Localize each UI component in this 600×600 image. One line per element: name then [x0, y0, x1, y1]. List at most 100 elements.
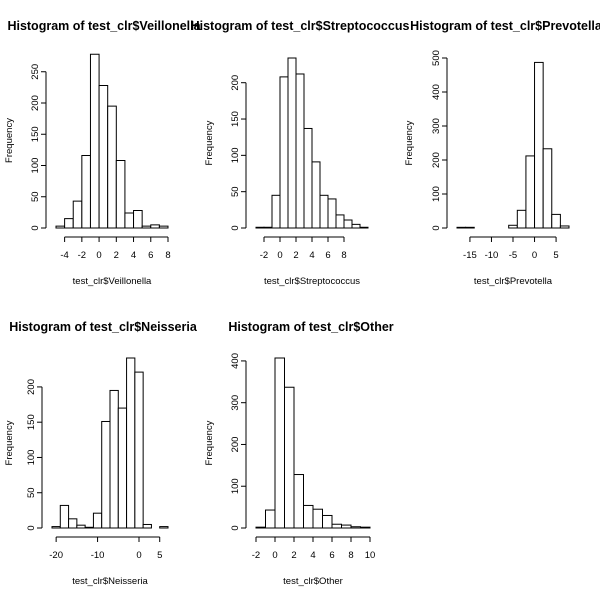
x-tick-label: -5 — [509, 250, 517, 261]
histogram-bar — [115, 160, 126, 229]
histogram-bar — [55, 225, 66, 229]
histogram-bar — [68, 518, 78, 529]
chart-title: Histogram of test_clr$Prevotella — [410, 19, 600, 33]
y-tick-label: 200 — [431, 152, 442, 168]
x-tick-label: 10 — [365, 550, 376, 561]
histogram-panel-4: -20 -10 0 5050100150200test_clr$NeisseriaFr… — [4, 320, 198, 587]
y-tick-label: 100 — [26, 450, 37, 466]
histogram-bar — [319, 194, 329, 229]
histogram-bar — [508, 224, 518, 229]
histogram-bar — [327, 198, 337, 229]
x-tick-label: 0 — [96, 250, 101, 261]
x-tick-label: -20 — [49, 550, 63, 561]
chart-title: Histogram of test_clr$Streptococcus — [191, 19, 410, 33]
histogram-bar — [271, 194, 281, 229]
histogram-bar — [456, 226, 467, 229]
x-tick-label: 4 — [131, 250, 136, 261]
x-tick-label: 2 — [291, 550, 296, 561]
y-tick-label: 400 — [230, 353, 241, 369]
x-tick-label: 8 — [341, 250, 346, 261]
x-tick-label: 6 — [325, 250, 330, 261]
y-axis-label: Frequency — [4, 420, 15, 465]
histogram-panel-5: -2 0 2 4 6 8 100100200300400test_clr$OtherFreq… — [204, 320, 394, 587]
histogram-bar — [343, 219, 353, 229]
x-tick-label: 4 — [309, 250, 314, 261]
histogram-bar — [312, 508, 323, 529]
y-tick-label: 0 — [431, 225, 442, 230]
y-tick-label: 0 — [30, 225, 41, 230]
histogram-bar — [109, 389, 119, 529]
x-tick-label: -2 — [252, 550, 260, 561]
histogram-bar — [107, 105, 117, 229]
x-tick-label: 6 — [148, 250, 153, 261]
histogram-bar — [465, 226, 475, 229]
histogram-bar — [293, 474, 304, 529]
y-tick-label: 0 — [230, 225, 241, 230]
histogram-bar — [311, 161, 321, 229]
histogram-bar — [64, 218, 74, 229]
y-tick-label: 50 — [30, 191, 41, 202]
histogram-bar — [141, 225, 152, 229]
histogram-bar — [89, 53, 100, 229]
histogram-bar — [133, 210, 143, 229]
histogram-bar — [351, 223, 361, 229]
histogram-bar — [159, 526, 169, 529]
histogram-bar — [350, 526, 361, 529]
histogram-bar — [322, 514, 333, 529]
y-tick-label: 500 — [431, 50, 442, 66]
histogram-bar — [117, 407, 128, 529]
x-tick-label: -10 — [485, 250, 499, 261]
histogram-bar — [542, 148, 553, 229]
histogram-panel-3: -15 -10 -5 0 50100200300400500test_clr$Prevo… — [404, 19, 600, 287]
x-tick-label: 0 — [272, 550, 277, 561]
y-tick-label: 150 — [230, 111, 241, 127]
histogram-bar — [516, 209, 527, 229]
histogram-bar — [142, 523, 152, 529]
histogram-bar — [158, 225, 169, 229]
y-tick-label: 200 — [30, 95, 41, 111]
histogram-bar — [341, 524, 352, 529]
histogram-bar — [279, 76, 289, 229]
histogram-bar — [287, 57, 297, 229]
x-axis-label: test_clr$Neisseria — [72, 576, 148, 587]
histogram-bar — [134, 371, 144, 529]
histogram-bar — [81, 155, 91, 229]
histogram-bar — [72, 200, 83, 229]
y-tick-label: 100 — [30, 158, 41, 174]
y-axis-label: Frequency — [204, 420, 215, 465]
y-axis-label: Frequency — [4, 118, 15, 163]
x-tick-label: 8 — [348, 550, 353, 561]
histogram-bar — [84, 526, 94, 529]
x-axis-label: test_clr$Veillonella — [73, 276, 152, 287]
y-axis-label: Frequency — [204, 120, 215, 165]
y-tick-label: 200 — [230, 437, 241, 453]
x-tick-label: 0 — [277, 250, 282, 261]
histogram-bar — [360, 526, 371, 529]
x-tick-label: -2 — [78, 250, 86, 261]
histogram-bar — [274, 357, 285, 529]
y-tick-label: 50 — [26, 487, 37, 498]
x-tick-label: 2 — [293, 250, 298, 261]
x-tick-label: -4 — [60, 250, 68, 261]
histogram-panel-2: -2 0 2 4 6 8050100150200test_clr$Streptococcu… — [191, 19, 410, 287]
x-axis-label: test_clr$Other — [283, 576, 343, 587]
x-axis-label: test_clr$Streptococcus — [264, 276, 360, 287]
x-tick-label: 8 — [165, 250, 170, 261]
y-tick-label: 300 — [431, 118, 442, 134]
histogram-bar — [263, 226, 273, 229]
y-tick-label: 200 — [26, 379, 37, 395]
y-tick-label: 50 — [230, 186, 241, 197]
histogram-bar — [126, 357, 136, 529]
histogram-panel-1: -4 -2 0 2 4 6 8 0 50 100 150 200 250 test_clr$Veillon… — [4, 19, 202, 287]
chart-title: Histogram of test_clr$Neisseria — [9, 320, 198, 334]
x-axis-label: test_clr$Prevotella — [474, 276, 553, 287]
histogram-bar — [284, 386, 295, 529]
y-tick-label: 0 — [26, 525, 37, 530]
x-tick-label: 6 — [329, 550, 334, 561]
y-tick-label: 100 — [230, 147, 241, 163]
histogram-bar — [331, 523, 342, 529]
histogram-bar — [76, 524, 86, 529]
x-tick-label: 0 — [532, 250, 537, 261]
histogram-bar — [303, 127, 313, 229]
